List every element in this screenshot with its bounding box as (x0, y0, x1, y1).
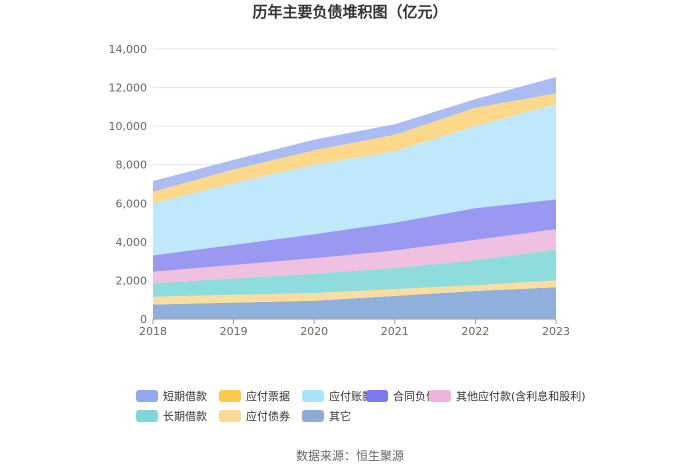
legend-item[interactable]: 应付账款 (302, 389, 373, 403)
area-合同负债 (153, 199, 556, 272)
x-tick-label: 2022 (461, 325, 489, 338)
legend: 短期借款 应付票据 应付账款 合同负债 其他应付款(含利息和股利) 长期借款 应付债券 其它 (136, 389, 586, 423)
y-tick-label: 2,000 (116, 274, 148, 287)
area-应付债券 (153, 280, 556, 305)
y-tick-label: 0 (140, 313, 147, 326)
area-应付票据 (153, 93, 556, 204)
legend-swatch (302, 390, 324, 402)
legend-label: 应付账款 (329, 389, 373, 403)
x-tick-label: 2020 (300, 325, 328, 338)
legend-label: 合同负债 (393, 389, 437, 403)
y-tick-label: 8,000 (116, 159, 148, 172)
area-长期借款 (153, 249, 556, 297)
legend-label: 其他应付款(含利息和股利) (456, 389, 586, 403)
legend-label: 应付债券 (246, 409, 290, 423)
legend-item[interactable]: 应付票据 (219, 389, 290, 403)
y-tick-label: 6,000 (116, 197, 148, 210)
legend-item[interactable]: 短期借款 (136, 389, 207, 403)
legend-item[interactable]: 其它 (302, 409, 351, 423)
y-tick-label: 10,000 (109, 120, 148, 133)
legend-swatch (219, 410, 241, 422)
legend-swatch (136, 390, 158, 402)
legend-swatch (219, 390, 241, 402)
x-tick-label: 2019 (220, 325, 248, 338)
legend-swatch (136, 410, 158, 422)
legend-item[interactable]: 长期借款 (136, 409, 207, 423)
y-tick-label: 14,000 (109, 43, 148, 56)
legend-item[interactable]: 合同负债 (366, 389, 437, 403)
chart-title: 历年主要负债堆积图（亿元） (252, 3, 447, 21)
legend-swatch (429, 390, 451, 402)
legend-swatch (302, 410, 324, 422)
y-tick-label: 12,000 (109, 82, 148, 95)
x-tick-label: 2018 (139, 325, 167, 338)
y-tick-label: 4,000 (116, 236, 148, 249)
legend-label: 其它 (329, 409, 351, 423)
area-其他应付款(含利息和股利) (153, 229, 556, 284)
legend-item[interactable]: 其他应付款(含利息和股利) (429, 389, 586, 403)
legend-label: 应付票据 (246, 389, 290, 403)
legend-label: 短期借款 (163, 389, 207, 403)
x-tick-label: 2023 (542, 325, 570, 338)
area-应付账款 (153, 104, 556, 256)
axes: 0 2,000 4,000 6,000 8,000 10,000 12,000 14,000 2… (109, 43, 571, 338)
legend-label: 长期借款 (163, 409, 207, 423)
x-tick-label: 2021 (381, 325, 409, 338)
area-series (153, 77, 556, 319)
data-source: 数据来源：恒生聚源 (296, 448, 404, 463)
legend-item[interactable]: 应付债券 (219, 409, 290, 423)
area-其它 (153, 287, 556, 319)
legend-swatch (366, 390, 388, 402)
area-短期借款 (153, 77, 556, 192)
